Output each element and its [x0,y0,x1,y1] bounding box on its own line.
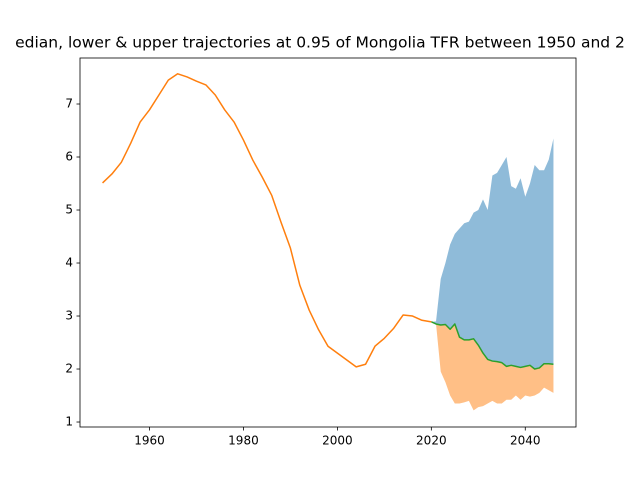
line [102,73,432,368]
x-tick-label: 1960 [134,434,165,448]
y-tick-label: 3 [65,309,73,323]
x-tick-label: 2040 [510,434,541,448]
x-tick-label: 2000 [322,434,353,448]
band [431,321,554,411]
chart-title: edian, lower & upper trajectories at 0.9… [15,34,625,52]
y-tick-label: 5 [65,203,73,217]
x-tick-label: 2020 [416,434,447,448]
band [431,138,554,370]
x-tick-label: 1980 [228,434,259,448]
y-tick-label: 7 [65,97,73,111]
axes-frame [79,57,577,428]
y-tick-label: 6 [65,150,73,164]
y-tick-label: 2 [65,362,73,376]
y-tick-label: 1 [65,415,73,429]
line [431,321,554,370]
y-tick-label: 4 [65,256,73,270]
